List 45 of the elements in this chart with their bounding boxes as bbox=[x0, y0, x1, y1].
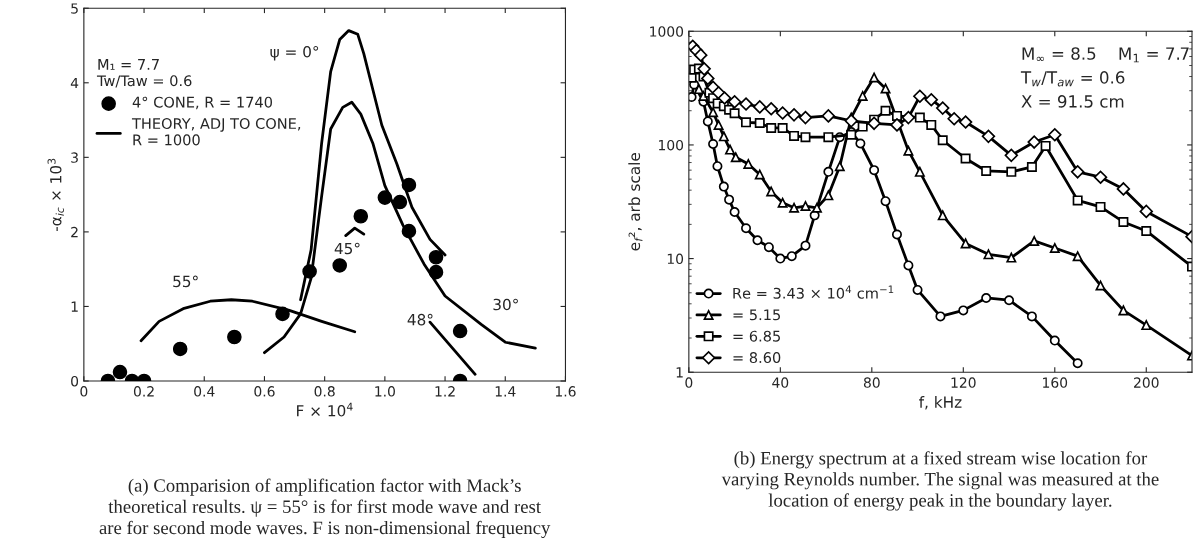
x-tick-label: 1.2 bbox=[435, 386, 455, 397]
y-tick-label: 2 bbox=[71, 226, 78, 238]
x-tick-label: 120 bbox=[951, 377, 976, 388]
y-tick-label: 3 bbox=[71, 152, 78, 163]
x-axis-title: f, kHz bbox=[919, 396, 962, 410]
legend-label: THEORY, ADJ TO CONE, R = 1000 bbox=[131, 118, 301, 146]
legend-title: M₁ = 7.7 Tw/Taw = 0.6 bbox=[96, 59, 192, 88]
annotation: 48° bbox=[407, 313, 433, 326]
y-axis-title: -α$_{ic}$ × 10$^{3}$ bbox=[47, 158, 64, 232]
x-tick-label: 80 bbox=[863, 377, 880, 388]
annotation: 45° bbox=[334, 242, 360, 255]
y-tick-label: 10 bbox=[667, 253, 684, 265]
x-axis-title: F × 10$^{4}$ bbox=[297, 402, 353, 417]
legend-label: Re = 3.43 × 10$^{4}$ cm$^{−1}$ bbox=[733, 285, 894, 299]
y-tick-label: 100 bbox=[659, 139, 684, 151]
x-tick-label: 40 bbox=[772, 377, 789, 388]
x-tick-label: 0.2 bbox=[133, 386, 154, 397]
y-tick-label: 1 bbox=[676, 367, 683, 378]
legend-label: = 8.60 bbox=[733, 352, 781, 364]
y-tick-label: 4 bbox=[70, 77, 79, 89]
annotation: T$_{w}$/T$_{aw}$ = 0.6 bbox=[1020, 71, 1125, 87]
x-tick-label: 0.4 bbox=[194, 386, 215, 397]
x-tick-label: 0.6 bbox=[254, 386, 275, 397]
annotation: ψ = 0° bbox=[270, 45, 319, 61]
x-tick-label: 1.0 bbox=[375, 386, 395, 397]
annotation: 30° bbox=[493, 298, 518, 311]
y-tick-label: 5 bbox=[71, 3, 78, 14]
annotation: X = 91.5 cm bbox=[1021, 95, 1124, 108]
y-axis-title: e$_{f}$², arb scale bbox=[628, 153, 643, 251]
x-tick-label: 1.6 bbox=[555, 386, 576, 397]
x-tick-label: 0 bbox=[685, 377, 693, 388]
x-tick-label: 0 bbox=[80, 386, 88, 397]
x-tick-label: 1.4 bbox=[495, 386, 516, 397]
text: (b) Energy spectrum at a fixed stream wise location for varying Reynolds number. The signal was measured at the location of energy peak in the boundary layer. bbox=[721, 451, 1159, 511]
x-tick-label: 160 bbox=[1043, 377, 1068, 388]
legend-label: 4° CONE, R = 1740 bbox=[132, 96, 273, 110]
text: (a) Comparision of amplification factor with Mack’s theoretical results. ψ = 55° is for first mode wave and rest are for second mode waves. F is non-dimensional frequency bbox=[99, 478, 551, 539]
y-tick-label: 1000 bbox=[650, 26, 684, 37]
legend-label: = 5.15 bbox=[733, 309, 780, 321]
annotation: 55° bbox=[173, 275, 198, 288]
y-tick-label: 1 bbox=[71, 301, 78, 312]
x-tick-label: 200 bbox=[1134, 377, 1159, 388]
x-tick-label: 0.8 bbox=[314, 386, 335, 397]
legend-label: = 6.85 bbox=[733, 330, 780, 342]
annotation: M$_{∞}$ = 8.5 M$_{1}$ = 7.7 bbox=[1022, 47, 1189, 63]
